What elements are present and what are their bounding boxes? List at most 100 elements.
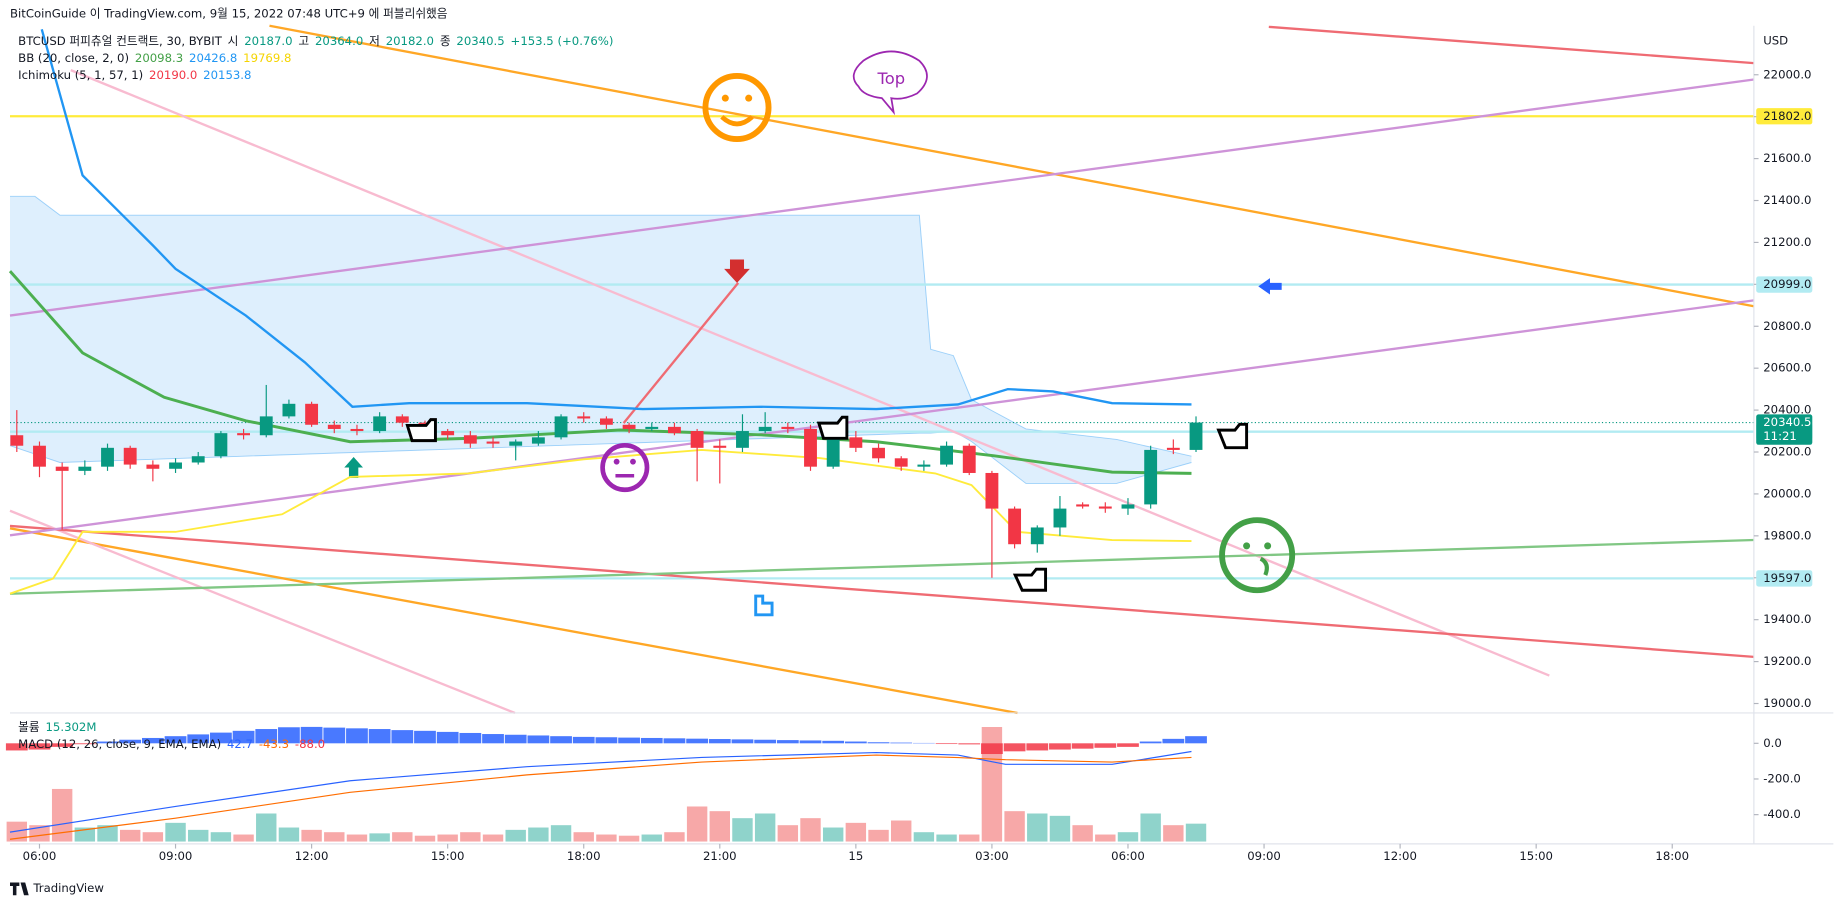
macd-histogram-bar — [1185, 736, 1207, 744]
volume-bar — [369, 833, 390, 842]
legend-item: 고 — [298, 33, 309, 47]
macd-histogram-bar — [550, 736, 572, 744]
candle-body — [259, 416, 273, 436]
x-tick-label: 15:00 — [1519, 849, 1553, 863]
legend-item: 20098.3 — [135, 50, 183, 64]
volume-bar — [822, 827, 844, 842]
volume-bar — [482, 834, 504, 842]
volume-bar — [618, 835, 640, 842]
macd-histogram-bar — [981, 743, 1003, 755]
callout-text: Top — [876, 69, 905, 88]
trend-line — [269, 24, 1755, 308]
header: BitCoinGuide 이 TradingView.com, 9월 15, 2… — [10, 7, 448, 21]
macd-histogram-bar — [323, 727, 346, 744]
eye — [745, 94, 753, 102]
legend-item: +153.5 (+0.76%) — [511, 33, 614, 47]
legend-item: 20182.0 — [386, 33, 434, 47]
macd-histogram-bar — [663, 738, 686, 744]
volume-bar — [460, 832, 481, 842]
legend: BTCUSD 퍼피츄얼 컨트랙트, 30, BYBIT 시 20187.0 고 2036… — [18, 33, 613, 750]
macd-histogram-bar — [867, 742, 890, 744]
candle-body — [668, 426, 681, 434]
volume-bar — [74, 827, 96, 842]
indicator-line — [8, 270, 1192, 475]
macd-histogram-bar — [527, 735, 550, 744]
volume-bar — [777, 825, 799, 842]
cloud-edge — [10, 195, 1192, 457]
legend-item: -43.3 — [259, 736, 289, 750]
candle-body — [872, 447, 885, 459]
left-arrow — [1258, 278, 1282, 295]
trend-line — [1268, 25, 1754, 65]
candle-body — [509, 441, 523, 446]
macd-histogram-bar — [482, 734, 504, 744]
macd-histogram-bar — [255, 729, 278, 744]
volume-bar — [1185, 823, 1207, 842]
macd-histogram-bar — [73, 743, 96, 745]
candle-body — [599, 418, 613, 425]
candle-body — [1098, 506, 1112, 509]
macd-histogram-bar — [346, 728, 368, 744]
y-tick-label: 21600.0 — [1763, 151, 1811, 165]
legend-item: 20426.8 — [189, 50, 237, 64]
candle-body — [826, 437, 840, 467]
legend-item: -88.0 — [295, 736, 325, 750]
candle-body — [645, 426, 659, 429]
candle-body — [736, 431, 749, 448]
legend-item: 20364.0 — [315, 33, 363, 47]
macd-histogram-bar — [232, 730, 255, 744]
macd-tick-label: -400.0 — [1763, 807, 1801, 821]
level-label-bg — [1756, 570, 1813, 587]
indicator-line — [9, 448, 1192, 595]
candle-body — [849, 437, 863, 448]
x-tick-label: 21:00 — [703, 849, 737, 863]
legend-item: 20153.8 — [203, 67, 251, 81]
macd-histogram-bar — [391, 730, 414, 744]
volume-bar — [550, 825, 572, 842]
macd-histogram-bar — [799, 740, 822, 744]
footer-text: TradingView — [32, 881, 104, 895]
macd-histogram-bar — [572, 736, 595, 744]
volume-bar — [641, 834, 662, 842]
last-price-bg — [1756, 414, 1813, 445]
candle-body — [373, 416, 387, 432]
candle-body — [804, 428, 817, 467]
legend-item: 볼륨 — [18, 720, 40, 734]
last-price-label: 20340.5 — [1763, 415, 1811, 429]
hand-icon — [405, 418, 437, 443]
trend-line — [70, 69, 1550, 677]
volume-bar — [97, 825, 118, 842]
legend-item: 42.7 — [227, 736, 253, 750]
y-tick-label: 22000.0 — [1763, 67, 1811, 81]
x-tick-label: 18:00 — [567, 849, 601, 863]
y-tick-label: 20800.0 — [1763, 319, 1811, 333]
macd-histogram-bar — [595, 737, 618, 744]
confused-face — [1219, 517, 1296, 594]
eye — [630, 458, 636, 465]
macd-histogram-bar — [459, 732, 482, 744]
y-tick-label: 21200.0 — [1763, 235, 1811, 249]
candle-body — [781, 426, 795, 429]
macd-histogram-bar — [776, 740, 799, 744]
candle-body — [1030, 527, 1044, 545]
trend-line — [9, 78, 1755, 317]
volume-bar — [142, 832, 164, 842]
macd-histogram-bar — [1139, 741, 1162, 744]
hand-icon — [754, 594, 774, 617]
level-label: 21802.0 — [1763, 109, 1811, 123]
volume-bar — [709, 811, 730, 842]
level-label: 20999.0 — [1763, 277, 1811, 291]
macd-histogram-bar — [119, 739, 142, 744]
macd-histogram-bar — [210, 732, 232, 744]
macd-tick-label: 0.0 — [1763, 736, 1782, 750]
volume-bar — [278, 827, 300, 842]
legend-row: MACD (12, 26, close, 9, EMA, EMA) 42.7 -43… — [18, 736, 325, 750]
y-tick-label: 20400.0 — [1763, 403, 1811, 417]
volume-bar — [165, 822, 186, 842]
volume-bar — [210, 832, 232, 842]
macd-histogram-bar — [368, 729, 391, 744]
macd-histogram-bar — [5, 743, 28, 751]
level-label-bg — [1756, 276, 1813, 293]
x-tick-label: 15:00 — [431, 849, 465, 863]
volume-bar — [414, 835, 436, 842]
